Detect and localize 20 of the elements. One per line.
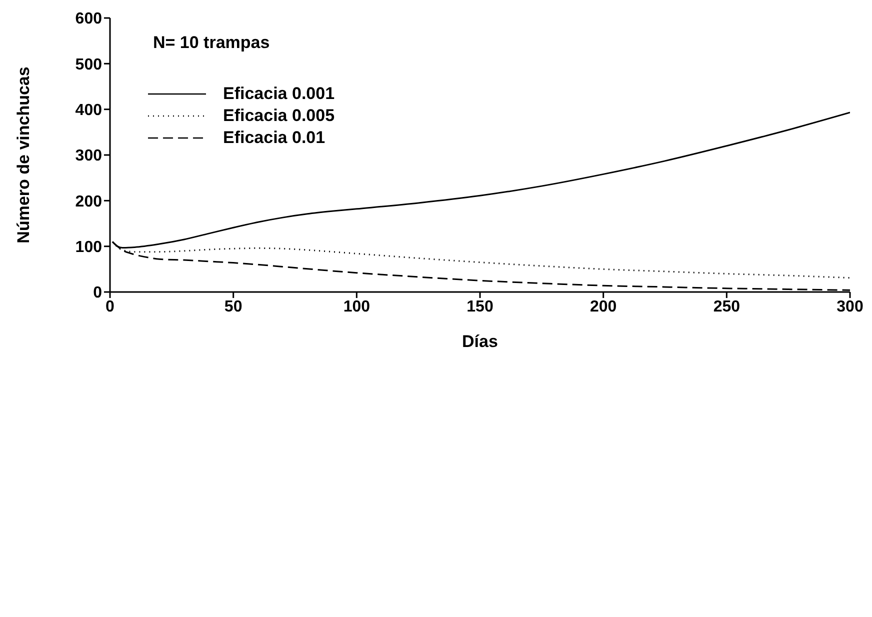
y-tick-label: 300 [75,148,102,165]
y-tick-label: 400 [75,102,102,120]
x-tick-label: 250 [713,298,740,316]
x-tick-label: 300 [836,298,864,316]
y-tick-label: 0 [93,284,102,302]
y-tick-label: 500 [75,56,102,74]
x-tick-label: 150 [466,298,494,316]
y-tick-label: 100 [75,239,102,256]
x-axis-title: Días [462,332,498,351]
y-tick-label: 600 [75,10,102,28]
x-tick-label: 50 [224,298,242,316]
annotation: N= 10 trampas [153,33,270,53]
x-tick-label: 200 [590,298,617,316]
x-tick-label: 0 [106,298,115,316]
legend-label: Eficacia 0.01 [223,128,326,148]
y-axis-title: Número de vinchucas [14,66,34,244]
x-tick-label: 100 [343,298,370,316]
legend-label: Eficacia 0.005 [223,106,335,126]
y-tick-label: 200 [75,193,102,210]
legend-label: Eficacia 0.001 [223,84,335,104]
